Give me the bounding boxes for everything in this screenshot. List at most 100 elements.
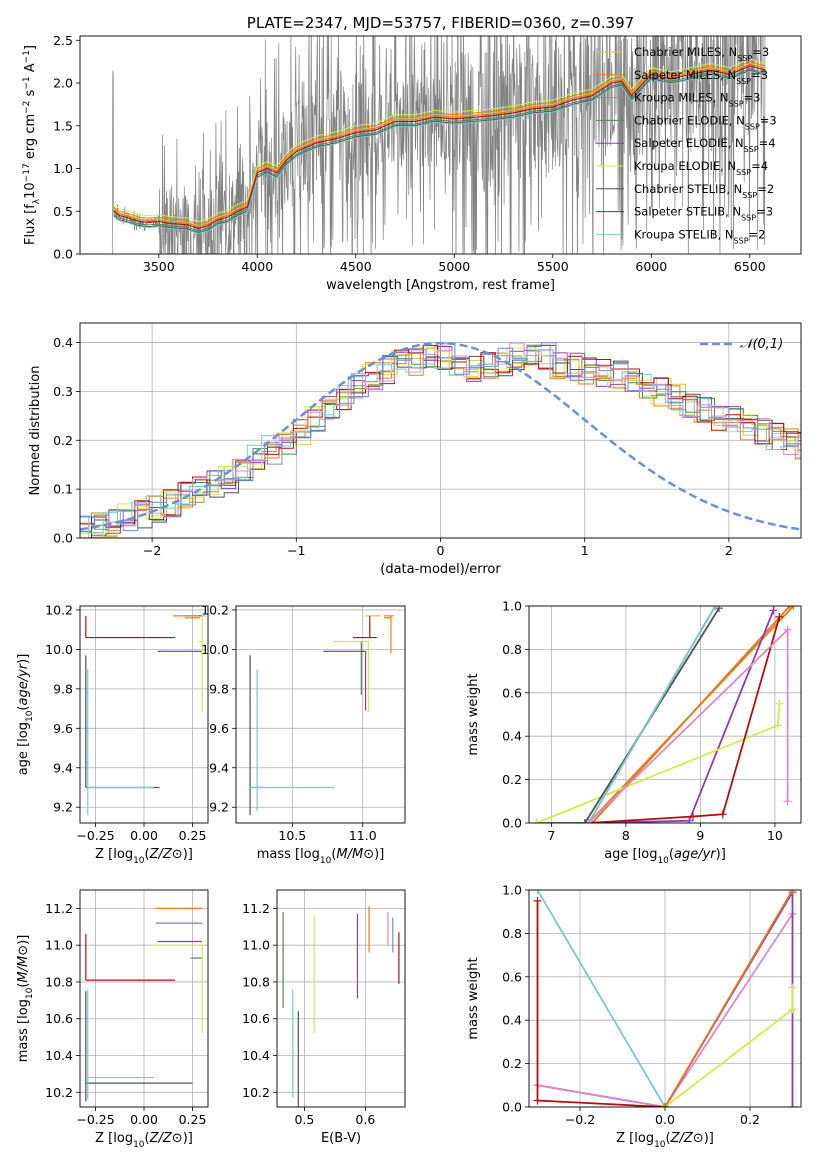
x-tick-label: 0.00 xyxy=(130,1112,158,1127)
weight-marker xyxy=(775,612,784,621)
legend-entry: Kroupa MILES, NSSP=3 xyxy=(634,91,760,109)
x-tick-label: 0.0 xyxy=(655,1112,675,1127)
label-part: )] xyxy=(704,1131,714,1146)
label-part: SSP xyxy=(729,99,744,108)
legend-entry: Chabrier ELODIE, NSSP=3 xyxy=(634,113,777,130)
x-tick-label: 10 xyxy=(767,828,783,843)
label-part: 10 xyxy=(25,987,35,999)
x-tick-label: 9 xyxy=(696,828,704,843)
y-tick-label: 9.4 xyxy=(53,760,73,775)
y-tick-label: 0.0 xyxy=(502,1100,522,1115)
label-part: =3 xyxy=(760,113,777,127)
weight-marker xyxy=(788,983,797,992)
x-tick-label: −0.25 xyxy=(76,828,114,843)
weight-marker xyxy=(715,606,724,613)
y-tick-label: 9.4 xyxy=(209,760,229,775)
errorbar-plot-age_vs_mass xyxy=(248,615,394,816)
legend-entry: Salpeter MILES, NSSP=3 xyxy=(634,68,768,86)
y-tick-label: 0.0 xyxy=(502,816,522,831)
x-tick-label: 10.5 xyxy=(278,828,306,843)
histogram-step-blue xyxy=(80,342,801,532)
axes-weight_vs_age: 7 8 9 10 0.0 0.2 0.4 0.6 0.8 1.0 xyxy=(502,599,801,843)
axes-frame xyxy=(79,889,209,1108)
weight-marker xyxy=(783,797,792,806)
y-tick-label: 10.8 xyxy=(45,974,73,989)
y-tick-label: 11.2 xyxy=(242,901,270,916)
label-part: )] xyxy=(183,847,193,862)
label-part: λ xyxy=(32,198,42,204)
label-part: ( xyxy=(145,847,150,862)
errorbar-kroupa-stelib xyxy=(87,669,154,816)
label-part: SSP xyxy=(742,190,757,199)
label-part: mass [log xyxy=(16,999,31,1062)
weight-line-kroupa-miles xyxy=(664,890,794,1107)
y-tick-label: 2.5 xyxy=(53,33,73,48)
label-part: 10 xyxy=(654,1140,666,1150)
axes-age_vs_mass: 10.5 11.0 9.2 9.4 9.6 9.8 10.0 10.2 xyxy=(201,602,405,843)
x-tick-label: 11.0 xyxy=(349,828,377,843)
weight-line-salpeter-stelib xyxy=(588,616,781,823)
axes-frame xyxy=(79,322,802,539)
y-tick-label: 0.8 xyxy=(502,642,522,657)
label-part: age [log xyxy=(16,722,31,775)
x-tick-label: 5500 xyxy=(537,259,569,274)
axes-frame xyxy=(79,605,209,824)
y-axis-label: mass weight xyxy=(466,673,481,755)
axes-weight_vs_Z: −0.2 0.0 0.2 0.0 0.2 0.4 0.6 0.8 1.0 xyxy=(502,883,801,1127)
errorbar-chabrier-stelib xyxy=(85,991,193,1102)
x-axis-label: Z [log10(Z/Z⊙)] xyxy=(95,1131,193,1150)
y-tick-label: 0.4 xyxy=(502,1013,522,1028)
label-part: Z/Z⊙ xyxy=(149,1131,183,1146)
label-part: Salpeter ELODIE, N xyxy=(634,136,744,150)
y-tick-label: 0.8 xyxy=(502,926,522,941)
y-tick-label: 10.2 xyxy=(45,602,73,617)
axes-spectrum: 3500 4000 4500 5000 5500 6000 6500 0.0 0.5 1.0 1.5… xyxy=(53,33,766,274)
y-axis-label: age [log10(age/yr)] xyxy=(16,654,35,776)
y-tick-label: 1.0 xyxy=(502,599,522,614)
errorbar-kroupa-stelib xyxy=(248,669,335,812)
y-tick-label: 0.2 xyxy=(53,433,73,448)
label-part: =2 xyxy=(757,182,774,196)
y-tick-label: 2.0 xyxy=(53,76,73,91)
y-tick-label: 10.0 xyxy=(201,642,229,657)
weight-marker xyxy=(533,890,542,894)
x-tick-label: −1 xyxy=(287,543,305,558)
y-tick-label: 9.2 xyxy=(53,800,73,815)
label-part: 10 xyxy=(133,856,145,866)
x-tick-label: 0.25 xyxy=(179,828,207,843)
y-tick-label: 10.2 xyxy=(201,602,229,617)
label-part: Z/Z⊙ xyxy=(149,847,183,862)
y-tick-label: 0.6 xyxy=(502,685,522,700)
y-tick-label: 10.6 xyxy=(45,1011,73,1026)
label-part: ( xyxy=(331,847,336,862)
y-tick-label: 11.0 xyxy=(242,938,270,953)
weight-marker xyxy=(711,606,720,610)
label-part: mass [log xyxy=(257,847,320,862)
errorbar-salpeter-stelib xyxy=(85,615,176,639)
weight-marker xyxy=(688,812,697,821)
x-tick-label: 6500 xyxy=(734,259,766,274)
x-tick-label: 8 xyxy=(622,828,630,843)
x-axis-label: wavelength [Angstrom, rest frame] xyxy=(326,278,555,293)
label-part: Z/Z⊙ xyxy=(670,1131,704,1146)
y-tick-label: 10.4 xyxy=(242,1048,270,1063)
weight-marker xyxy=(783,625,792,634)
x-tick-label: −0.2 xyxy=(565,1112,595,1127)
x-tick-label: 5000 xyxy=(438,259,470,274)
label-part: 10 xyxy=(133,1140,145,1150)
y-tick-label: 9.6 xyxy=(209,721,229,736)
y-tick-label: 1.0 xyxy=(502,883,522,898)
y-tick-label: 10.2 xyxy=(45,1085,73,1100)
axes-frame xyxy=(276,889,406,1108)
x-tick-label: −2 xyxy=(143,543,161,558)
legend-entry: Kroupa ELODIE, NSSP=4 xyxy=(634,159,768,177)
y-axis-label: mass weight xyxy=(466,957,481,1039)
y-tick-label: 10.4 xyxy=(45,1048,73,1063)
x-tick-label: 0 xyxy=(437,543,445,558)
model-line-salpeter-stelib xyxy=(113,65,766,229)
label-part: age [log xyxy=(604,847,657,862)
label-part: SSP xyxy=(745,122,760,131)
label-part: =4 xyxy=(751,159,768,173)
chart-title: PLATE=2347, MJD=53757, FIBERID=0360, z=0… xyxy=(247,14,634,32)
